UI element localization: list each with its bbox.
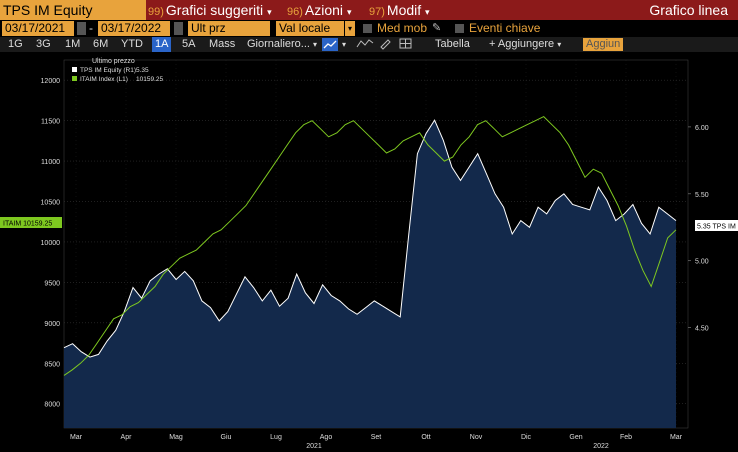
legend-title: Ultimo prezzo <box>92 58 135 65</box>
x-axis-tick-label: Apr <box>121 434 133 441</box>
legend-swatch-itaim <box>72 76 77 81</box>
right-axis-tick-label: 6.00 <box>695 125 709 132</box>
line-chart-icon[interactable] <box>322 38 338 51</box>
grid-icon[interactable] <box>398 37 414 52</box>
left-last-value-label: ITAIM 10159.25 <box>3 221 52 228</box>
right-axis-tick-label: 4.50 <box>695 326 709 333</box>
range-1d-button[interactable]: 1G <box>8 38 23 50</box>
left-axis-tick-label: 11000 <box>41 159 60 166</box>
frequency-select[interactable]: Giornaliero... ▾ <box>247 38 318 50</box>
moving-average-label: Med mob <box>377 21 428 35</box>
x-axis-tick-label: Ago <box>320 434 333 441</box>
chart-legend: Ultimo prezzo TPS IM Equity (R1) 5.35 IT… <box>72 58 163 83</box>
left-axis-tick-label: 10000 <box>41 240 61 247</box>
legend-value-tps: 5.35 <box>136 67 149 74</box>
tps-area-fill <box>64 120 676 428</box>
range-3d-button[interactable]: 3G <box>36 38 51 50</box>
x-axis-tick-label: Gen <box>569 434 582 441</box>
left-axis-tick-label: 11500 <box>41 119 60 126</box>
key-events-checkbox[interactable] <box>455 24 464 33</box>
calendar-icon[interactable] <box>174 22 183 35</box>
top-bar: TPS IM Equity 99) Grafici suggeriti ▾ 96)… <box>0 0 738 20</box>
apply-button[interactable]: Aggiun <box>583 38 624 51</box>
left-axis-tick-label: 12000 <box>41 78 61 85</box>
x-axis-tick-label: Nov <box>470 434 483 441</box>
line-style-icon[interactable] <box>356 37 374 52</box>
currency-select[interactable]: Val locale <box>276 21 344 36</box>
x-axis-tick-label: Mag <box>169 434 183 441</box>
x-axis-tick-label: Giu <box>221 434 232 441</box>
legend-value-itaim: 10159.25 <box>136 76 163 83</box>
menu-edit[interactable]: 97) Modif ▾ <box>369 2 430 18</box>
left-axis-tick-label: 9500 <box>44 280 60 287</box>
x-axis-year-label: 2022 <box>593 443 609 450</box>
left-axis-tick-label: 10500 <box>41 200 61 207</box>
range-1y-button[interactable]: 1A <box>152 37 172 52</box>
end-date-input[interactable]: 03/17/2022 <box>98 21 170 36</box>
chevron-down-icon[interactable]: ▾ <box>342 40 347 49</box>
controls-row: 03/17/2021 - 03/17/2022 Ult prz Val loca… <box>0 20 738 37</box>
right-last-value-label: 5.35 TPS IM <box>697 224 736 231</box>
legend-series-itaim: ITAIM Index (L1) <box>80 76 128 83</box>
right-last-value-tag: 5.35 TPS IM <box>695 220 738 231</box>
price-field-select[interactable]: Ult prz <box>188 21 270 36</box>
right-axis-tick-label: 5.50 <box>695 192 709 199</box>
range-1m-button[interactable]: 1M <box>65 38 81 50</box>
security-ticker-field[interactable]: TPS IM Equity <box>0 0 146 20</box>
left-axis-tick-label: 8500 <box>44 361 60 368</box>
legend-series-tps: TPS IM Equity (R1) <box>80 67 136 74</box>
x-axis-tick-label: Dic <box>521 434 532 441</box>
line-chart: 8000 8500 9000 9500 10000 10500 11000 11500 1200… <box>0 52 738 452</box>
range-max-button[interactable]: Mass <box>209 38 236 50</box>
date-separator: - <box>89 21 93 35</box>
pencil-icon[interactable]: ✎ <box>432 22 442 34</box>
calendar-icon[interactable] <box>77 22 86 35</box>
window-title: Grafico linea <box>649 2 728 18</box>
moving-average-checkbox[interactable] <box>363 24 372 33</box>
menu-actions[interactable]: 96) Azioni ▾ <box>287 2 352 18</box>
chevron-down-icon[interactable]: ▾ <box>345 21 355 36</box>
x-axis-year-label: 2021 <box>306 443 322 450</box>
left-last-value-tag: ITAIM 10159.25 <box>0 217 62 228</box>
table-button[interactable]: Tabella <box>435 38 470 50</box>
right-axis-tick-label: 5.00 <box>695 259 709 266</box>
tps-price-line <box>63 119 677 358</box>
range-ytd-button[interactable]: YTD <box>121 38 143 50</box>
x-axis-tick-label: Lug <box>270 434 282 441</box>
x-axis-tick-label: Feb <box>620 434 632 441</box>
start-date-input[interactable]: 03/17/2021 <box>2 21 74 36</box>
range-6m-button[interactable]: 6M <box>93 38 109 50</box>
menu-suggested-charts[interactable]: 99) Grafici suggeriti ▾ <box>148 2 272 18</box>
left-axis-tick-label: 8000 <box>44 402 60 409</box>
menu-bar: 99) Grafici suggeriti ▾ 96) Azioni ▾ 97) Mo… <box>146 0 738 20</box>
itaim-index-line <box>63 115 677 376</box>
key-events-label: Eventi chiave <box>469 21 541 35</box>
range-5y-button[interactable]: 5A <box>182 38 196 50</box>
x-axis-tick-label: Mar <box>670 434 683 441</box>
add-button[interactable]: + Aggiungere ▾ <box>489 38 562 50</box>
range-toolbar: 1G 3G 1M 6M YTD 1A 5A Mass Giornaliero..… <box>0 37 738 52</box>
x-axis-tick-label: Set <box>371 434 382 441</box>
left-axis-tick-label: 9000 <box>44 321 60 328</box>
x-axis-tick-label: Mar <box>70 434 83 441</box>
legend-swatch-tps <box>72 67 77 72</box>
annotation-icon[interactable] <box>378 37 394 52</box>
x-axis-tick-label: Ott <box>421 434 430 441</box>
